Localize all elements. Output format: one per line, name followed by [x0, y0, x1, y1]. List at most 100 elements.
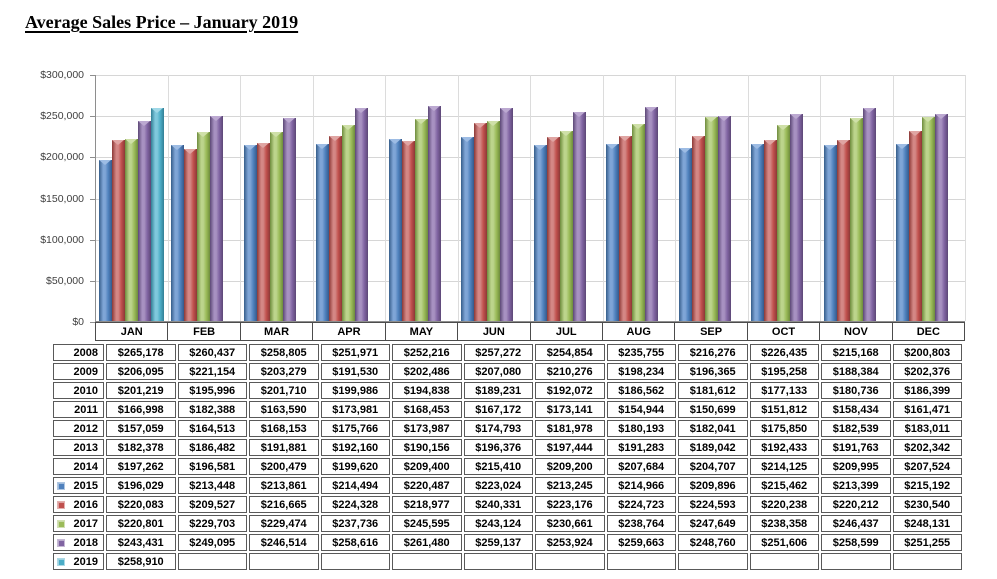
bar-2018-nov	[862, 108, 876, 321]
month-label-apr: APR	[312, 322, 386, 341]
value-cell-2008-feb: $260,437	[177, 344, 247, 361]
bar-2018-sep	[717, 116, 731, 321]
gridline-vertical	[820, 75, 821, 321]
value-cell-2011-nov: $158,434	[821, 401, 891, 418]
value-cell-2015-nov: $213,399	[821, 477, 891, 494]
bar-2017-jul	[559, 131, 573, 321]
bar-2016-apr	[329, 136, 342, 321]
value-cell-2011-may: $168,453	[392, 401, 462, 418]
value-cell-2016-jan: $220,083	[106, 496, 176, 513]
y-axis-tick-label: $200,000	[40, 151, 84, 164]
month-label-jan: JAN	[95, 322, 169, 341]
bar-2016-jul	[546, 137, 560, 321]
gridline-vertical	[385, 75, 386, 321]
value-cell-2014-jul: $209,200	[535, 458, 605, 475]
y-axis-tick-label: $300,000	[40, 69, 84, 81]
value-cell-2013-feb: $186,482	[177, 439, 247, 456]
value-cell-2014-feb: $196,581	[177, 458, 247, 475]
value-cell-2019-aug	[606, 553, 676, 570]
y-axis-tick-label: $100,000	[40, 233, 84, 246]
bar-2017-aug	[632, 124, 645, 321]
value-cell-2011-mar: $163,590	[249, 401, 319, 418]
value-cell-2016-dec: $230,540	[892, 496, 962, 513]
value-cell-2014-jun: $215,410	[463, 458, 533, 475]
y-axis-tick-label: $50,000	[46, 274, 84, 287]
value-cell-2014-apr: $199,620	[320, 458, 390, 475]
value-cell-2017-dec: $248,131	[892, 515, 962, 532]
table-row-2008: 2008 $265,178 $260,437 $258,805 $251,971 $252…	[53, 344, 962, 361]
value-cell-2013-mar: $191,881	[249, 439, 319, 456]
bar-2015-jun	[461, 137, 474, 321]
value-cell-2018-jun: $259,137	[463, 534, 533, 551]
value-cell-2015-may: $220,487	[392, 477, 462, 494]
gridline-vertical	[892, 75, 894, 321]
value-cell-2014-nov: $209,995	[821, 458, 891, 475]
value-cell-2013-apr: $192,160	[320, 439, 390, 456]
year-cell: 2015	[53, 477, 104, 494]
value-cell-2013-oct: $192,433	[749, 439, 819, 456]
value-cell-2010-jul: $192,072	[535, 382, 605, 399]
value-cell-2009-mar: $203,279	[249, 363, 319, 380]
value-cell-2012-nov: $182,539	[821, 420, 891, 437]
data-table: 2008 $265,178 $260,437 $258,805 $251,971 $252…	[51, 342, 964, 572]
year-cell: 2019	[53, 553, 104, 570]
month-label-jul: JUL	[529, 322, 603, 341]
y-axis-tick	[90, 157, 96, 159]
y-axis-tick	[90, 239, 96, 241]
value-cell-2016-aug: $224,723	[606, 496, 676, 513]
gridline-vertical	[965, 75, 966, 321]
value-cell-2011-feb: $182,388	[177, 401, 247, 418]
year-cell: 2017	[53, 515, 104, 532]
month-label-sep: SEP	[674, 322, 748, 341]
value-cell-2015-feb: $213,448	[177, 477, 247, 494]
legend-swatch-2018	[57, 538, 65, 547]
value-cell-2015-jan: $196,029	[106, 477, 176, 494]
value-cell-2017-mar: $229,474	[249, 515, 319, 532]
value-cell-2012-dec: $183,011	[892, 420, 962, 437]
year-cell: 2018	[53, 534, 104, 551]
bar-2017-jun	[487, 120, 500, 321]
gridline-vertical	[312, 75, 314, 321]
year-cell: 2011	[53, 401, 104, 418]
value-cell-2008-mar: $258,805	[249, 344, 319, 361]
bar-2015-oct	[751, 143, 764, 321]
value-cell-2010-sep: $181,612	[678, 382, 748, 399]
bar-2015-jan	[98, 159, 112, 321]
value-cell-2018-jan: $243,431	[106, 534, 176, 551]
table-row-2017: 2017 $220,801 $229,703 $229,474 $237,736 $245…	[53, 515, 962, 532]
value-cell-2014-dec: $207,524	[892, 458, 962, 475]
bar-2018-jul	[572, 111, 586, 321]
value-cell-2018-feb: $249,095	[177, 534, 247, 551]
value-cell-2019-oct	[749, 553, 819, 570]
value-cell-2012-mar: $168,153	[249, 420, 319, 437]
legend-swatch-2016	[57, 500, 65, 509]
value-cell-2017-sep: $247,649	[678, 515, 748, 532]
value-cell-2009-sep: $196,365	[678, 363, 748, 380]
month-label-feb: FEB	[167, 322, 241, 341]
value-cell-2009-aug: $198,234	[606, 363, 676, 380]
value-cell-2009-may: $202,486	[392, 363, 462, 380]
year-cell: 2008	[53, 344, 104, 361]
value-cell-2012-jul: $181,978	[535, 420, 605, 437]
bar-2016-mar	[256, 142, 270, 321]
gridline-vertical	[675, 75, 676, 321]
value-cell-2018-mar: $246,514	[249, 534, 319, 551]
month-label-may: MAY	[384, 322, 459, 341]
value-cell-2017-aug: $238,764	[606, 515, 676, 532]
value-cell-2014-sep: $204,707	[678, 458, 748, 475]
table-row-2013: 2013 $182,378 $186,482 $191,881 $192,160 $190…	[53, 439, 962, 456]
bar-2017-may	[414, 118, 428, 321]
year-cell: 2012	[53, 420, 104, 437]
value-cell-2014-may: $209,400	[392, 458, 462, 475]
bar-2018-aug	[645, 107, 658, 321]
bar-2015-sep	[678, 148, 692, 321]
value-cell-2014-jan: $197,262	[106, 458, 176, 475]
bar-2016-feb	[184, 148, 197, 321]
bar-2016-nov	[836, 139, 850, 321]
value-cell-2016-nov: $220,212	[821, 496, 891, 513]
value-cell-2011-dec: $161,471	[892, 401, 962, 418]
bar-2017-apr	[342, 125, 355, 321]
value-cell-2019-jun	[463, 553, 533, 570]
value-cell-2012-sep: $182,041	[678, 420, 748, 437]
